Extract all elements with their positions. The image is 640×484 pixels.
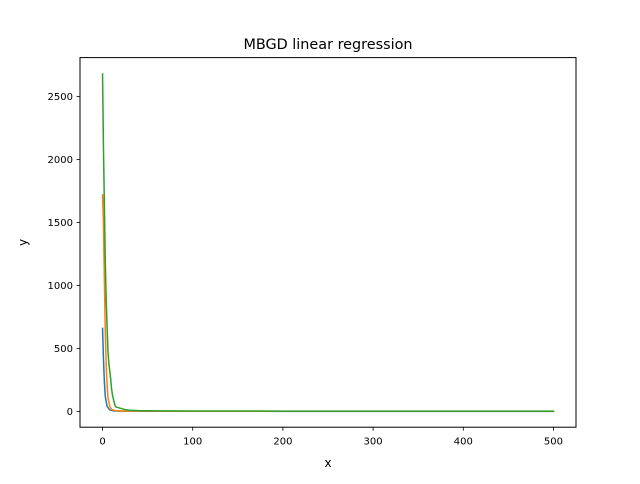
y-tick-label: 1000 <box>48 281 73 292</box>
chart-title: MBGD linear regression <box>243 37 412 53</box>
y-axis: 0 500 1000 1500 2000 2500 <box>48 92 80 418</box>
y-axis-label: y <box>16 239 30 246</box>
y-tick-label: 2000 <box>48 155 73 166</box>
x-axis-label: x <box>324 456 331 470</box>
x-axis: 0 100 200 300 400 500 <box>99 427 563 448</box>
x-tick-label: 300 <box>364 437 383 448</box>
y-tick-label: 500 <box>54 344 73 355</box>
x-tick-label: 200 <box>273 437 292 448</box>
series-layer <box>101 73 555 413</box>
x-tick-label: 0 <box>99 437 105 448</box>
x-tick-label: 500 <box>544 437 563 448</box>
y-tick-label: 2500 <box>48 92 73 103</box>
series-line-3 <box>101 73 555 412</box>
x-tick-label: 400 <box>454 437 473 448</box>
y-tick-label: 1500 <box>48 218 73 229</box>
y-tick-label: 0 <box>67 407 73 418</box>
x-tick-label: 100 <box>183 437 202 448</box>
plot-frame <box>79 57 577 428</box>
